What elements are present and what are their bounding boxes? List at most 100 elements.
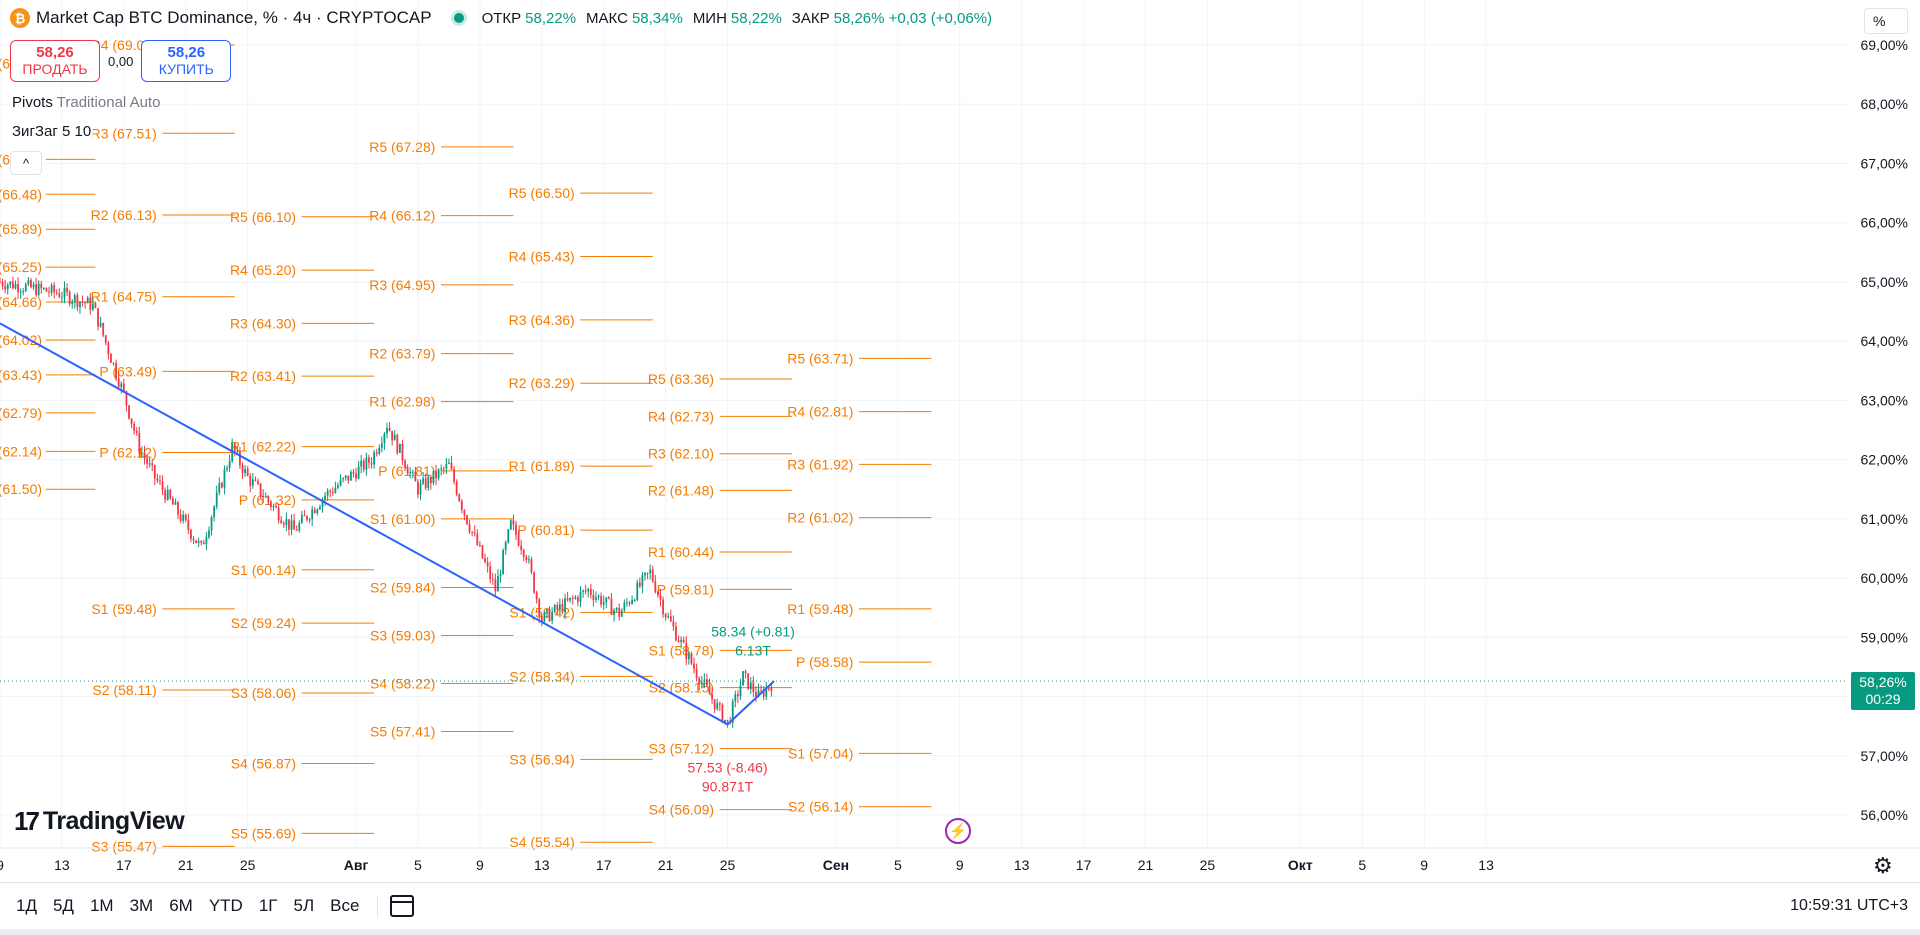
pivot-label: P (58.58) [796,654,853,670]
calendar-icon[interactable] [390,895,415,917]
candle-body [295,529,298,531]
range-1m[interactable]: 1М [89,896,114,915]
axes[interactable]: 69,00% 68,00% 67,00% 66,00% 65,00% 64,00% 63,0… [0,37,1920,873]
candle-body [349,472,352,481]
clock[interactable]: 10:59:31 UTC+3 [1790,897,1908,914]
pivots-name: Pivots [12,94,53,111]
candle-body [659,595,662,600]
candle-body [718,703,721,705]
candle-body [187,519,190,530]
low-value: 58,22% [730,9,782,27]
range-ytd[interactable]: YTD [208,896,243,915]
candle-body [164,490,167,500]
last-price: 58,26% [1859,674,1907,690]
date-ranges: 1Д 5Д 1М 3М 6М YTD 1Г 5Л Все [10,892,415,920]
candle-body [440,468,443,470]
pivot-label: R1 (64.75) [91,289,157,305]
symbol-title[interactable]: Market Cap BTC Dominance, % · 4ч · CRYPT… [36,8,432,27]
pivot-label: R2 (63.41) [230,368,296,384]
candle-body [378,447,381,454]
candle-body [380,443,383,448]
candle-body [654,581,657,592]
range-3m[interactable]: 3М [129,896,154,915]
candle-body [386,427,388,434]
price-chart[interactable]: R5 (68.69)R4 (67.07)R3 (66.48)R2 (65.89)… [0,0,1920,882]
indicator-pivots[interactable]: Pivots Traditional Auto [10,94,163,111]
indicator-zigzag[interactable]: ЗигЗаг 5 10 [10,123,94,140]
candle-body [579,591,582,602]
candle-body [442,468,445,470]
tradingview-logo[interactable]: 17 TradingView [14,806,185,837]
pivot-label: R1 (59.48) [787,601,853,617]
range-1d[interactable]: 1Д [16,896,37,915]
sell-button[interactable]: 58,26 ПРОДАТЬ [10,40,100,82]
candle-body [254,479,257,481]
candle-body [409,471,412,474]
range-1y[interactable]: 1Г [258,896,278,915]
candle-body [404,460,406,468]
candle-body [626,602,628,604]
gear-icon[interactable]: ⚙ [1873,853,1893,879]
pivot-label: S4 (55.54) [509,834,574,850]
candle-body [202,542,205,545]
x-tick-label: 13 [54,857,70,873]
candle-body [153,465,156,479]
pivot-label: S5 (61.50) [0,481,42,497]
pivot-label: R5 (63.36) [648,371,714,387]
pivot-label: P (64.66) [0,294,42,310]
zigzag-params: 5 10 [61,123,92,140]
range-6m[interactable]: 6М [169,896,193,915]
candle-body [375,452,378,454]
candle-body [600,596,603,605]
range-all[interactable]: Все [330,896,360,915]
candle-body [558,604,561,610]
symbol-legend[interactable]: ₿ Market Cap BTC Dominance, % · 4ч · CRY… [10,8,998,28]
candle-body [97,308,99,327]
candle-body [551,611,554,621]
pivot-label: S3 (57.12) [649,741,714,757]
collapse-indicators-button[interactable]: ^ [10,151,42,175]
candle-body [589,588,592,595]
pivots-params: Traditional Auto [56,94,161,111]
range-5y[interactable]: 5Л [293,896,315,915]
candle-body [497,576,499,592]
pivot-label: R4 (65.20) [230,262,296,278]
candle-body [422,478,425,484]
candle-body [218,483,221,493]
candle-body [228,461,231,468]
candle-body [220,483,223,488]
candle-body [334,487,337,493]
lightning-icon[interactable]: ⚡ [945,818,971,844]
candle-body [133,424,136,431]
candle-body [762,690,765,697]
candle-body [582,590,584,592]
scale-type-button[interactable]: % [1864,8,1908,34]
candle-body [94,303,97,309]
zigzag-labels: 58.34 (+0.81) 6.13T 57.53 (-8.46) 90.871T [687,623,794,794]
candle-body [347,475,350,481]
candle-body [355,473,357,479]
candle-body [313,509,316,514]
candle-body [644,572,646,576]
pivot-label: P (59.81) [657,581,714,597]
pivot-label: S3 (59.03) [370,628,435,644]
candle-body [190,529,192,539]
candle-body [135,430,138,433]
candle-body [460,500,463,510]
x-tick-label: 25 [720,857,736,873]
market-status-dot[interactable] [453,13,464,23]
candle-body [546,609,548,613]
candle-body [370,462,373,465]
candle-body [73,295,76,302]
pivot-label: R3 (64.30) [230,315,296,331]
x-tick-label: Авг [344,857,369,873]
candle-body [63,287,66,298]
range-5d[interactable]: 5Д [52,896,74,915]
candle-body [592,594,595,600]
candle-body [316,509,319,514]
candle-body [484,558,486,563]
candle-body [1,282,4,287]
buy-button[interactable]: 58,26 КУПИТЬ [141,40,232,82]
candle-body [453,469,455,482]
candle-body [120,383,123,387]
